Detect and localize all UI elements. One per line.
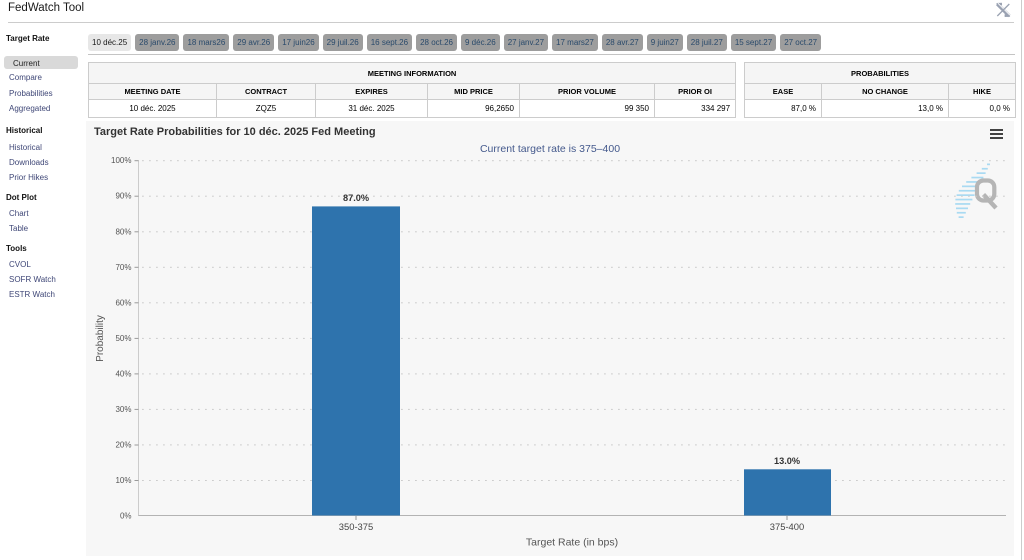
svg-text:80%: 80% — [115, 227, 131, 236]
svg-text:375-400: 375-400 — [770, 521, 804, 532]
svg-text:350-375: 350-375 — [339, 521, 373, 532]
svg-text:10%: 10% — [115, 476, 131, 485]
svg-text:70%: 70% — [115, 263, 131, 272]
svg-text:30%: 30% — [115, 405, 131, 414]
svg-text:Probability: Probability — [95, 315, 106, 362]
svg-text:Target Rate (in bps): Target Rate (in bps) — [526, 537, 618, 549]
svg-text:100%: 100% — [111, 156, 131, 165]
svg-text:40%: 40% — [115, 369, 131, 378]
svg-text:0%: 0% — [120, 512, 132, 521]
svg-text:90%: 90% — [115, 192, 131, 201]
svg-text:60%: 60% — [115, 298, 131, 307]
svg-text:20%: 20% — [115, 441, 131, 450]
svg-text:50%: 50% — [115, 334, 131, 343]
svg-text:13.0%: 13.0% — [774, 456, 800, 466]
svg-text:87.0%: 87.0% — [343, 193, 369, 203]
